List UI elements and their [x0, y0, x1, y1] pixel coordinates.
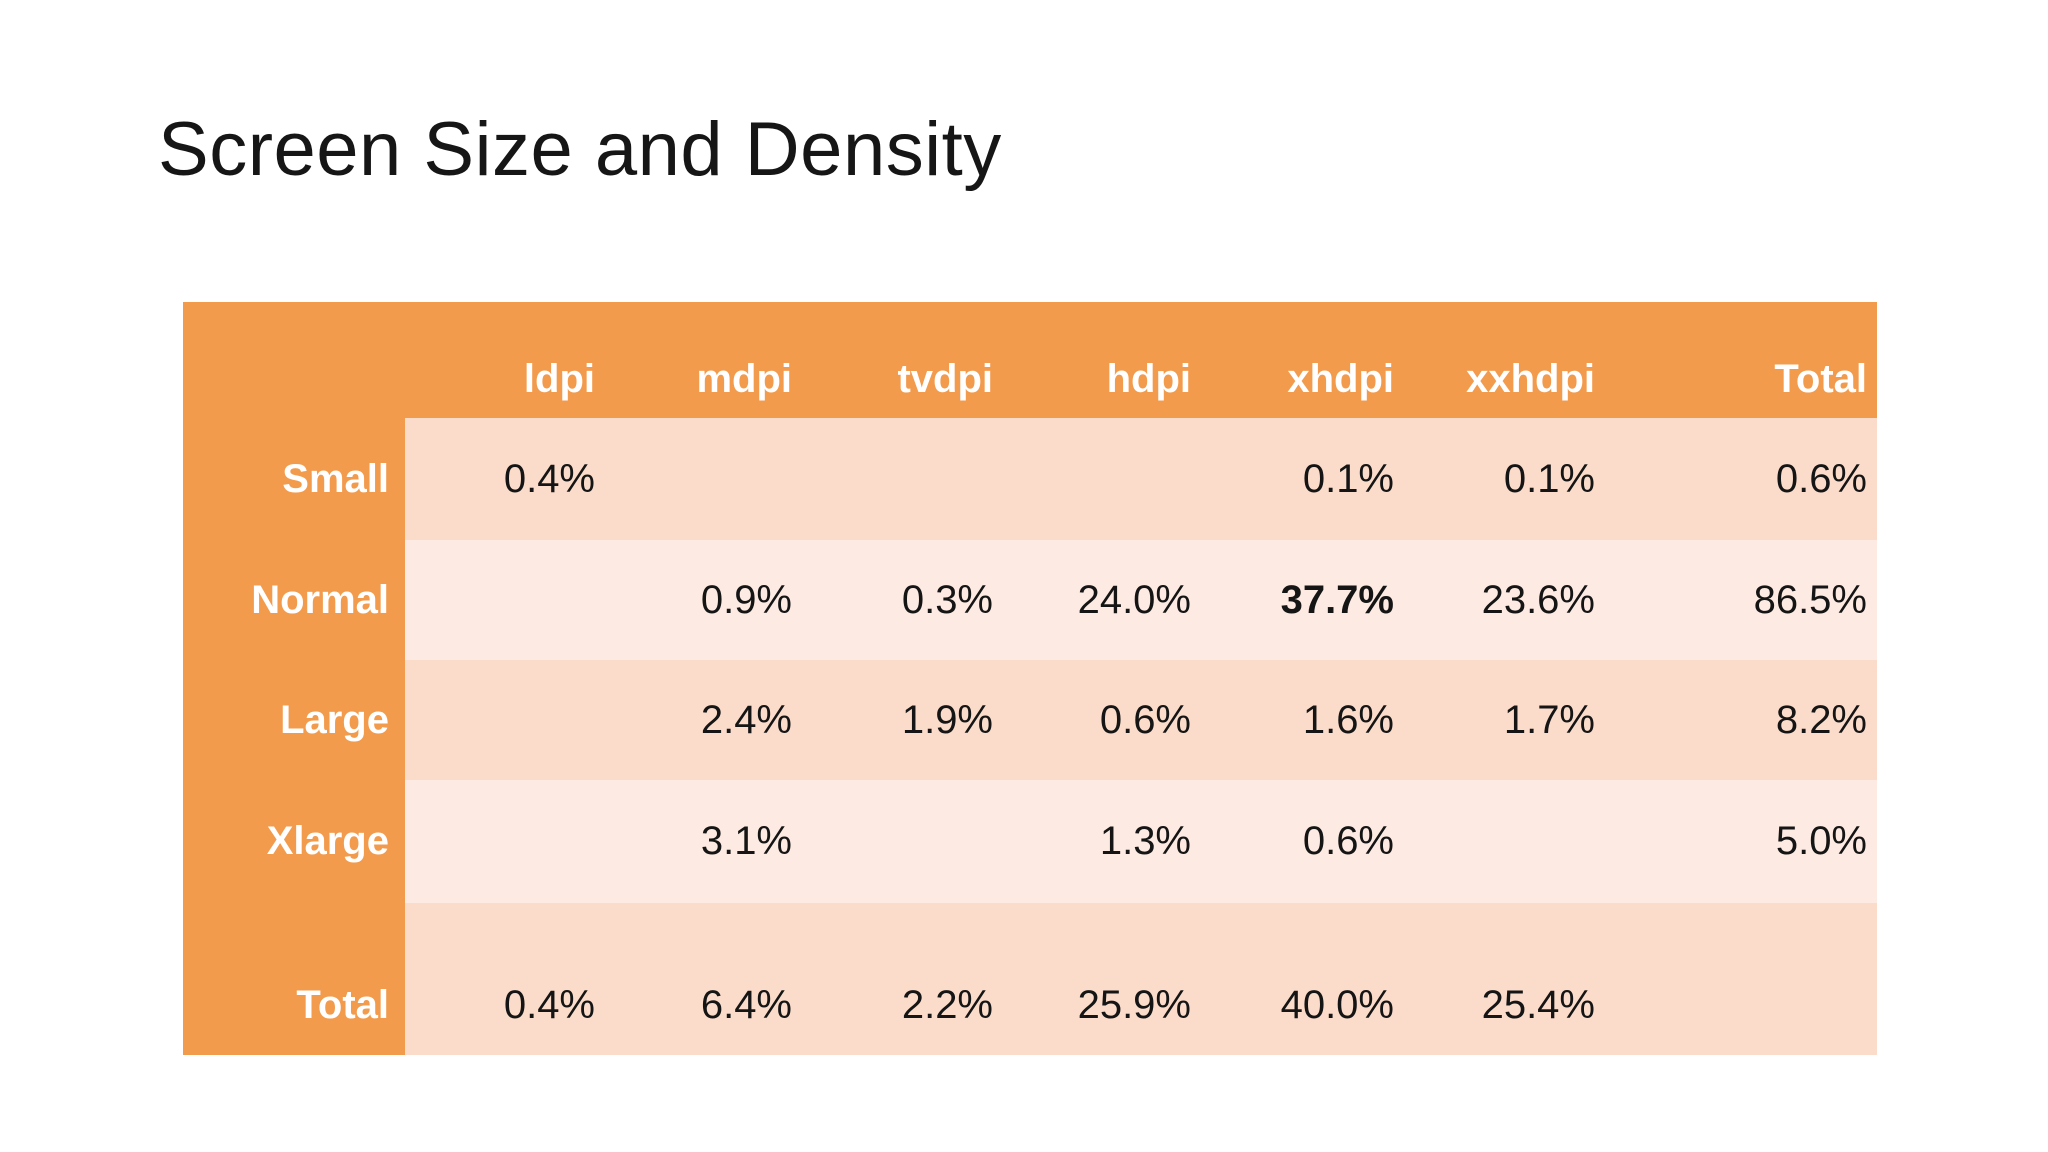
- spacer-cell: [405, 903, 605, 955]
- column-header-mdpi: mdpi: [605, 302, 802, 418]
- cell-small-xhdpi: 0.1%: [1201, 418, 1404, 540]
- cell-large-ldpi: [405, 660, 605, 780]
- cell-large-xhdpi: 1.6%: [1201, 660, 1404, 780]
- cell-xlarge-ldpi: [405, 780, 605, 903]
- cell-normal-xxhdpi: 23.6%: [1404, 540, 1605, 660]
- cell-xlarge-total: 5.0%: [1605, 780, 1877, 903]
- spacer-cell: [1404, 903, 1605, 955]
- spacer-cell: [1003, 903, 1201, 955]
- spacer-cell: [1201, 903, 1404, 955]
- cell-xlarge-tvdpi: [802, 780, 1003, 903]
- column-header-xxhdpi: xxhdpi: [1404, 302, 1605, 418]
- cell-xlarge-xxhdpi: [1404, 780, 1605, 903]
- column-header-total: Total: [1605, 302, 1877, 418]
- cell-large-xxhdpi: 1.7%: [1404, 660, 1605, 780]
- row-label-small: Small: [183, 418, 405, 540]
- cell-total-xhdpi: 40.0%: [1201, 955, 1404, 1055]
- cell-normal-total: 86.5%: [1605, 540, 1877, 660]
- page-title: Screen Size and Density: [158, 107, 1002, 192]
- screen-size-density-table: ldpi mdpi tvdpi hdpi xhdpi xxhdpi Total …: [183, 302, 1877, 1055]
- cell-normal-tvdpi: 0.3%: [802, 540, 1003, 660]
- column-header-xhdpi: xhdpi: [1201, 302, 1404, 418]
- cell-large-mdpi: 2.4%: [605, 660, 802, 780]
- row-label-xlarge: Xlarge: [183, 780, 405, 903]
- row-label-total: Total: [183, 955, 405, 1055]
- cell-total-mdpi: 6.4%: [605, 955, 802, 1055]
- spacer-row-label-cell: [183, 903, 405, 955]
- column-header-hdpi: hdpi: [1003, 302, 1201, 418]
- cell-large-hdpi: 0.6%: [1003, 660, 1201, 780]
- cell-small-xxhdpi: 0.1%: [1404, 418, 1605, 540]
- spacer-cell: [802, 903, 1003, 955]
- cell-xlarge-xhdpi: 0.6%: [1201, 780, 1404, 903]
- cell-small-hdpi: [1003, 418, 1201, 540]
- column-header-tvdpi: tvdpi: [802, 302, 1003, 418]
- cell-small-total: 0.6%: [1605, 418, 1877, 540]
- cell-xlarge-hdpi: 1.3%: [1003, 780, 1201, 903]
- cell-total-total: [1605, 955, 1877, 1055]
- cell-total-xxhdpi: 25.4%: [1404, 955, 1605, 1055]
- cell-normal-xhdpi: 37.7%: [1201, 540, 1404, 660]
- spacer-cell: [1605, 903, 1877, 955]
- table-corner-cell: [183, 302, 405, 418]
- cell-total-ldpi: 0.4%: [405, 955, 605, 1055]
- cell-normal-ldpi: [405, 540, 605, 660]
- spacer-cell: [605, 903, 802, 955]
- row-label-normal: Normal: [183, 540, 405, 660]
- cell-total-hdpi: 25.9%: [1003, 955, 1201, 1055]
- cell-large-tvdpi: 1.9%: [802, 660, 1003, 780]
- cell-small-tvdpi: [802, 418, 1003, 540]
- cell-small-ldpi: 0.4%: [405, 418, 605, 540]
- cell-xlarge-mdpi: 3.1%: [605, 780, 802, 903]
- cell-normal-mdpi: 0.9%: [605, 540, 802, 660]
- cell-total-tvdpi: 2.2%: [802, 955, 1003, 1055]
- cell-large-total: 8.2%: [1605, 660, 1877, 780]
- row-label-large: Large: [183, 660, 405, 780]
- cell-normal-hdpi: 24.0%: [1003, 540, 1201, 660]
- column-header-ldpi: ldpi: [405, 302, 605, 418]
- cell-small-mdpi: [605, 418, 802, 540]
